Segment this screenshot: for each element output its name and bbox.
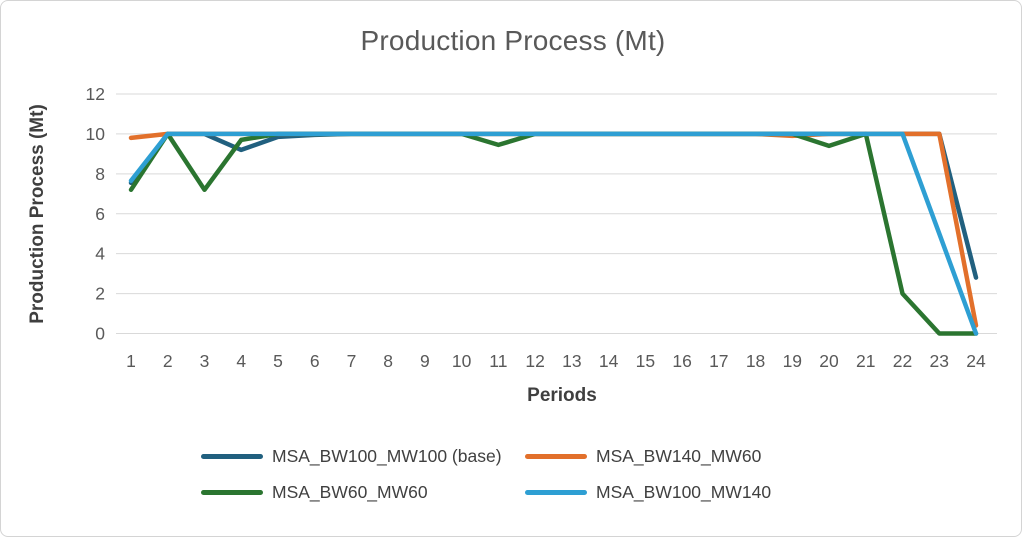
x-tick-label-10: 10: [452, 351, 472, 371]
legend-swatch-bw60-mw60: [201, 490, 263, 495]
x-tick-label-23: 23: [930, 351, 949, 371]
x-tick-label-7: 7: [347, 351, 357, 371]
legend-item-bw60-mw60: MSA_BW60_MW60: [201, 482, 525, 503]
series-line: [128, 131, 979, 336]
legend-label-bw140-mw60: MSA_BW140_MW60: [596, 446, 762, 466]
series-line: [128, 131, 979, 336]
x-tick-label-15: 15: [636, 351, 655, 371]
x-tick-label-14: 14: [599, 351, 619, 371]
y-tick-label-8: 8: [95, 164, 105, 184]
legend-label-base: MSA_BW100_MW100 (base): [272, 446, 502, 466]
x-tick-label-12: 12: [525, 351, 544, 371]
legend-label-bw100-mw140: MSA_BW100_MW140: [596, 482, 772, 502]
legend-item-base: MSA_BW100_MW100 (base): [201, 446, 525, 467]
legend-label-bw60-mw60: MSA_BW60_MW60: [272, 482, 428, 502]
x-tick-label-9: 9: [420, 351, 430, 371]
x-tick-label-4: 4: [236, 351, 246, 371]
x-tick-label-17: 17: [709, 351, 728, 371]
legend-item-bw140-mw60: MSA_BW140_MW60: [525, 446, 771, 467]
y-tick-label-0: 0: [95, 324, 105, 344]
y-tick-label-6: 6: [95, 204, 105, 224]
y-tick-label-4: 4: [95, 244, 105, 264]
x-tick-label-24: 24: [966, 351, 986, 371]
x-tick-label-22: 22: [893, 351, 912, 371]
x-tick-label-19: 19: [783, 351, 802, 371]
y-tick-label-2: 2: [95, 284, 105, 304]
legend-swatch-bw100-mw140: [525, 490, 587, 495]
series-line: [128, 131, 979, 280]
x-tick-label-18: 18: [746, 351, 765, 371]
x-axis-title: Periods: [527, 385, 597, 406]
y-tick-label-10: 10: [86, 124, 106, 144]
x-tick-label-6: 6: [310, 351, 320, 371]
legend: MSA_BW100_MW100 (base) MSA_BW140_MW60 MS…: [201, 446, 771, 503]
x-tick-label-5: 5: [273, 351, 283, 371]
x-tick-label-11: 11: [489, 351, 507, 371]
legend-item-bw100-mw140: MSA_BW100_MW140: [525, 482, 771, 503]
x-tick-label-3: 3: [200, 351, 210, 371]
x-tick-label-2: 2: [163, 351, 173, 371]
x-tick-label-21: 21: [856, 351, 875, 371]
chart-title: Production Process (Mt): [360, 25, 666, 56]
y-tick-label-12: 12: [86, 84, 105, 104]
x-tick-label-13: 13: [562, 351, 581, 371]
legend-swatch-base: [201, 454, 263, 459]
x-tick-label-8: 8: [383, 351, 393, 371]
x-tick-label-16: 16: [672, 351, 691, 371]
series-line: [128, 131, 979, 328]
x-tick-label-1: 1: [126, 351, 136, 371]
x-tick-label-20: 20: [819, 351, 839, 371]
legend-swatch-bw140-mw60: [525, 454, 587, 459]
